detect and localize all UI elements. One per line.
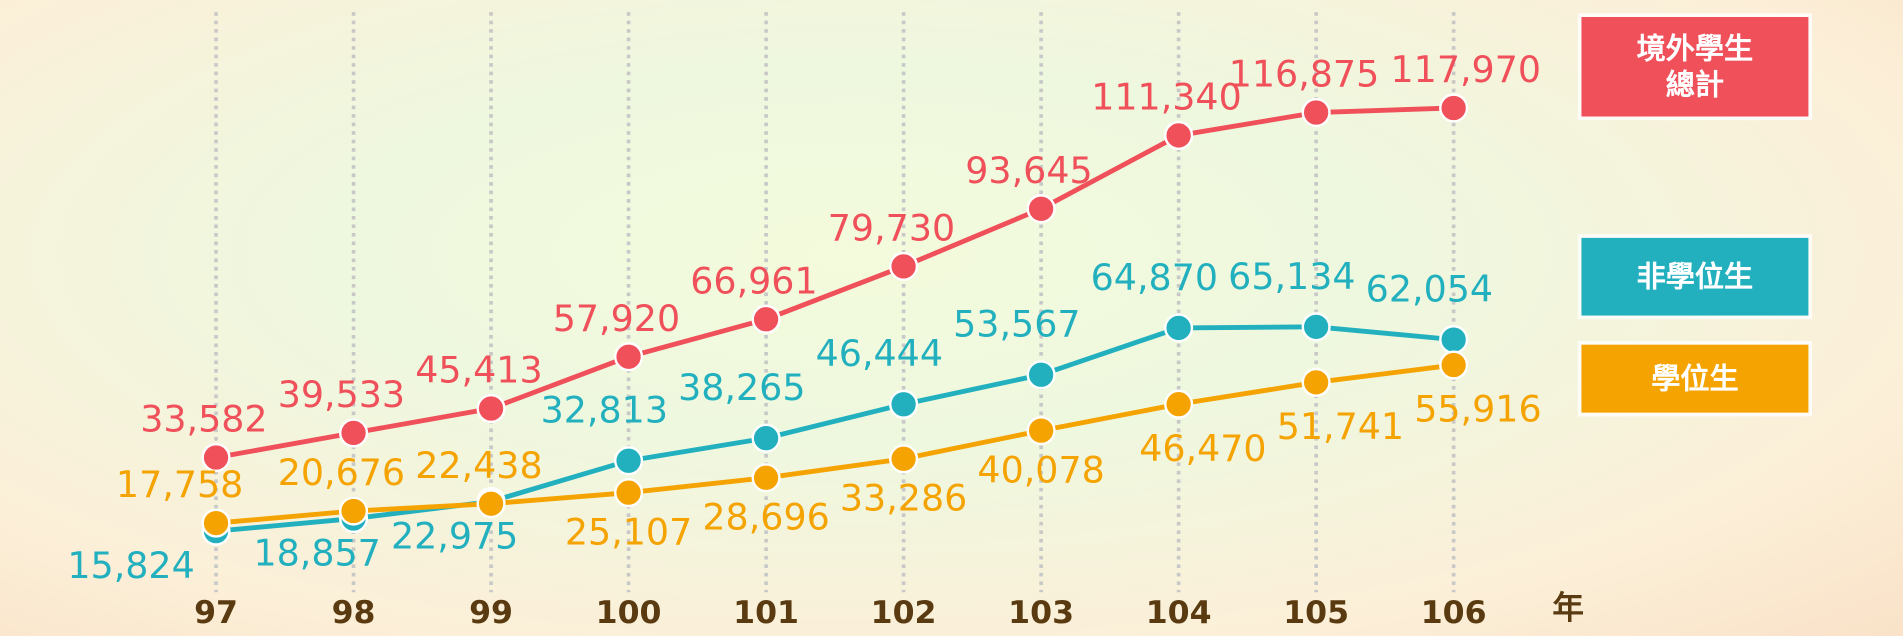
data-label: 62,054 [1366, 268, 1493, 311]
x-tick-label: 98 [332, 595, 376, 631]
data-label: 93,645 [965, 149, 1092, 192]
x-tick-label: 97 [194, 595, 238, 631]
data-point [1028, 417, 1055, 444]
data-label: 65,134 [1228, 255, 1355, 298]
data-label: 33,286 [840, 477, 967, 520]
data-label: 28,696 [702, 496, 829, 539]
data-point [615, 479, 642, 506]
data-label: 64,870 [1091, 256, 1218, 299]
data-point [1440, 95, 1467, 122]
data-label: 18,857 [253, 531, 380, 574]
data-label: 45,413 [415, 349, 542, 392]
data-label: 117,970 [1391, 48, 1542, 91]
legend-label: 境外學生總計 [1634, 30, 1755, 103]
data-label: 15,824 [67, 544, 194, 587]
data-label: 17,758 [116, 463, 243, 506]
data-point [1440, 352, 1467, 379]
x-tick-label: 104 [1146, 595, 1212, 631]
data-point [1165, 315, 1192, 342]
data-label: 57,920 [553, 297, 680, 340]
data-label: 39,533 [278, 373, 405, 416]
data-label: 66,961 [690, 259, 817, 302]
data-label: 53,567 [953, 303, 1080, 346]
data-point [340, 498, 367, 525]
x-axis-label: 年 [1552, 590, 1584, 626]
data-label: 40,078 [977, 448, 1104, 491]
data-label: 22,975 [391, 514, 518, 557]
data-point [1165, 391, 1192, 418]
data-point [890, 391, 917, 418]
data-point [1165, 122, 1192, 149]
data-point [1028, 195, 1055, 222]
data-label: 79,730 [828, 206, 955, 249]
data-point [1028, 361, 1055, 388]
legend-label: 非學位生 [1634, 259, 1755, 295]
data-label: 111,340 [1091, 76, 1242, 119]
data-point [615, 447, 642, 474]
data-label: 20,676 [278, 451, 405, 494]
data-point [203, 510, 230, 537]
data-point [340, 420, 367, 447]
data-label: 38,265 [678, 366, 805, 409]
data-label: 55,916 [1414, 388, 1541, 431]
x-tick-label: 99 [469, 595, 513, 631]
x-tick-label: 100 [596, 595, 662, 631]
x-tick-label: 103 [1008, 595, 1074, 631]
data-label: 46,444 [816, 332, 943, 375]
legend-label: 學位生 [1634, 360, 1755, 396]
data-point [478, 490, 505, 517]
data-label: 33,582 [140, 398, 267, 441]
data-label: 116,875 [1229, 53, 1380, 96]
x-tick-label: 105 [1283, 595, 1349, 631]
data-point [615, 343, 642, 370]
legend-item: 境外學生總計 [1581, 17, 1808, 117]
data-point [1303, 313, 1330, 340]
legend-item: 非學位生 [1581, 238, 1808, 316]
data-label: 46,470 [1139, 427, 1266, 470]
data-point [1440, 326, 1467, 353]
data-point [1303, 99, 1330, 126]
data-point [890, 253, 917, 280]
x-tick-label: 101 [733, 595, 799, 631]
data-label: 22,438 [415, 444, 542, 487]
data-label: 25,107 [565, 510, 692, 553]
data-point [753, 464, 780, 491]
data-point [753, 306, 780, 333]
data-point [1303, 369, 1330, 396]
legend-item: 學位生 [1581, 345, 1808, 413]
data-point [753, 425, 780, 452]
x-tick-label: 102 [871, 595, 937, 631]
data-point [478, 395, 505, 422]
data-point [890, 445, 917, 472]
x-tick-label: 106 [1421, 595, 1487, 631]
page: 97 98 99 100 101 102 103 104 105 106 年 15,824 18,857… [0, 0, 1903, 636]
data-label: 32,813 [541, 389, 668, 432]
data-label: 51,741 [1277, 405, 1404, 448]
chart-area: 97 98 99 100 101 102 103 104 105 106 年 15,824 18,857… [0, 0, 1903, 636]
